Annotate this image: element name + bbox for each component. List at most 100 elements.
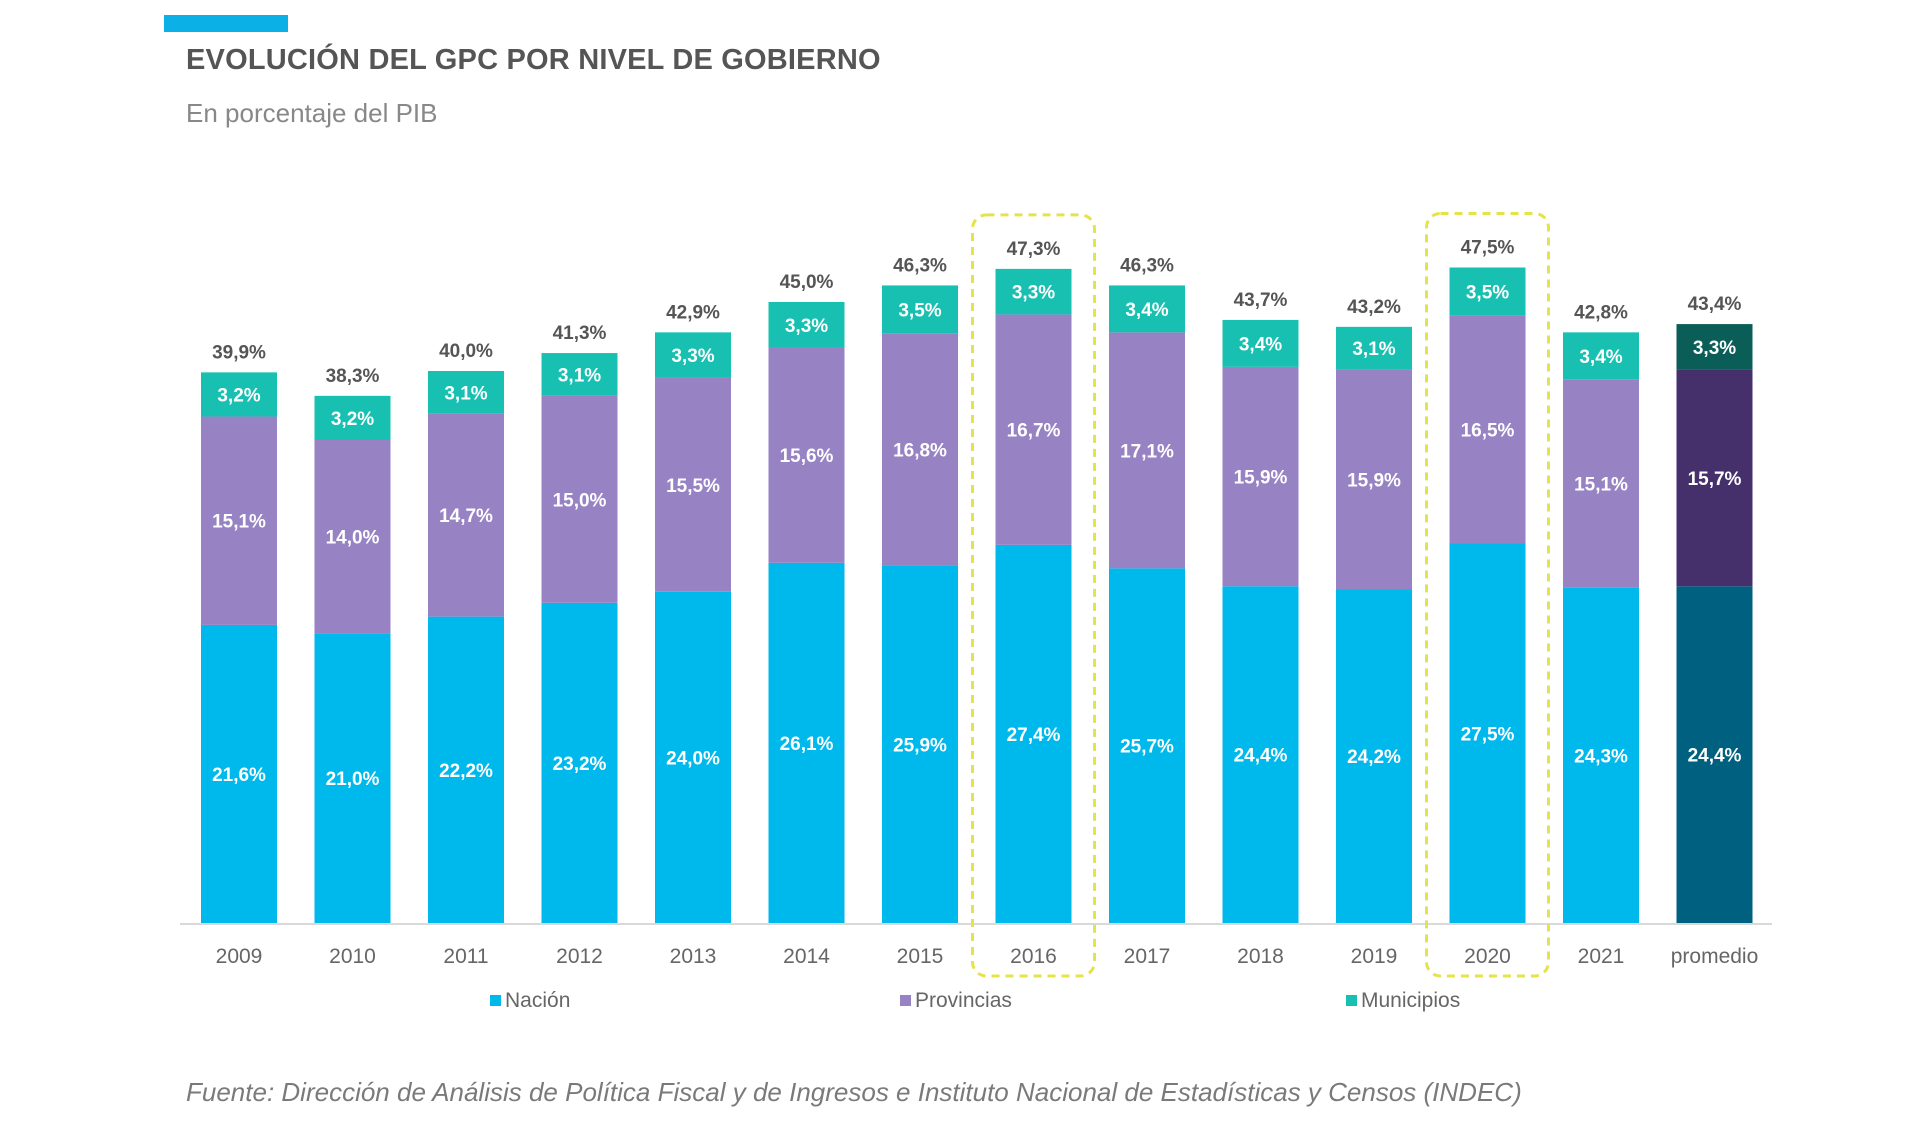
data-label-municipios-2013: 3,3% xyxy=(671,346,714,367)
data-label-municipios-2014: 3,3% xyxy=(785,316,828,337)
chart-subtitle: En porcentaje del PIB xyxy=(186,98,438,128)
bar-segment-municipios-2010 xyxy=(314,395,391,440)
data-label-provincias-2010: 14,0% xyxy=(326,528,380,549)
data-label-provincias-2013: 15,5% xyxy=(666,476,720,497)
data-label-nacion-2012: 23,2% xyxy=(553,754,607,775)
bar-segment-provincias-2010 xyxy=(314,440,391,634)
x-tick-2013: 2013 xyxy=(670,945,717,968)
bar-segment-provincias-2012 xyxy=(541,395,618,603)
bar-segment-municipios-2015 xyxy=(882,285,958,334)
bar-segment-municipios-2021 xyxy=(1563,332,1639,380)
total-label-2018: 43,7% xyxy=(1234,290,1288,311)
x-tick-2009: 2009 xyxy=(216,945,263,968)
source-note: Fuente: Dirección de Análisis de Polític… xyxy=(186,1077,1522,1107)
bar-segment-municipios-2013 xyxy=(655,332,731,378)
bar-segment-provincias-2021 xyxy=(1563,379,1639,588)
total-label-promedio: 43,4% xyxy=(1688,294,1742,315)
bar-segment-provincias-2018 xyxy=(1222,366,1299,587)
bar-segment-nacion-2021 xyxy=(1563,587,1639,923)
bar-segment-provincias-2017 xyxy=(1109,332,1185,569)
bar-segment-municipios-2020 xyxy=(1449,267,1526,316)
bar-segment-municipios-2012 xyxy=(541,353,618,396)
data-label-provincias-2009: 15,1% xyxy=(212,512,266,533)
accent-bar xyxy=(164,15,288,32)
bar-segment-provincias-2011 xyxy=(428,413,504,617)
total-label-2017: 46,3% xyxy=(1120,255,1174,276)
data-label-provincias-2014: 15,6% xyxy=(780,446,834,467)
data-label-provincias-2011: 14,7% xyxy=(439,506,493,527)
total-label-2012: 41,3% xyxy=(553,323,607,344)
total-label-2015: 46,3% xyxy=(893,255,947,276)
x-tick-2020: 2020 xyxy=(1464,945,1511,968)
total-label-2010: 38,3% xyxy=(326,366,380,387)
data-label-provincias-2019: 15,9% xyxy=(1347,470,1401,491)
bar-segment-provincias-2009 xyxy=(201,416,277,625)
total-label-2019: 43,2% xyxy=(1347,297,1401,318)
bar-segment-nacion-2014 xyxy=(768,562,845,923)
bar-segment-municipios-2017 xyxy=(1109,285,1185,333)
bar-segment-nacion-2015 xyxy=(882,565,958,923)
data-label-municipios-2009: 3,2% xyxy=(217,385,260,406)
legend-swatch-nacion xyxy=(490,995,501,1006)
bar-segment-nacion-2011 xyxy=(428,616,504,923)
data-label-nacion-promedio: 24,4% xyxy=(1688,746,1742,767)
x-tick-2017: 2017 xyxy=(1124,945,1171,968)
bar-segment-provincias-2013 xyxy=(655,377,731,592)
data-label-nacion-2018: 24,4% xyxy=(1234,746,1288,767)
bar-segment-nacion-2010 xyxy=(314,633,391,923)
bar-segment-nacion-2009 xyxy=(201,624,277,923)
bar-segment-provincias-2014 xyxy=(768,347,845,563)
data-label-provincias-2012: 15,0% xyxy=(553,490,607,511)
total-label-2014: 45,0% xyxy=(780,272,834,293)
bar-segment-nacion-2012 xyxy=(541,602,618,923)
data-label-provincias-2020: 16,5% xyxy=(1461,421,1515,442)
bar-segment-municipios-2016 xyxy=(995,268,1072,315)
x-tick-2019: 2019 xyxy=(1351,945,1398,968)
bar-segment-municipios-2014 xyxy=(768,302,845,348)
total-label-2016: 47,3% xyxy=(1007,239,1061,260)
data-label-municipios-2021: 3,4% xyxy=(1579,347,1622,368)
x-tick-2012: 2012 xyxy=(556,945,603,968)
data-label-nacion-2019: 24,2% xyxy=(1347,747,1401,768)
data-label-municipios-2018: 3,4% xyxy=(1239,334,1282,355)
data-label-nacion-2016: 27,4% xyxy=(1007,725,1061,746)
data-label-nacion-2013: 24,0% xyxy=(666,748,720,769)
data-label-municipios-2010: 3,2% xyxy=(331,409,374,430)
data-label-provincias-2016: 16,7% xyxy=(1007,421,1061,442)
data-label-nacion-2020: 27,5% xyxy=(1461,724,1515,745)
data-label-nacion-2015: 25,9% xyxy=(893,735,947,756)
legend-label-provincias: Provincias xyxy=(915,989,1012,1012)
data-label-provincias-2021: 15,1% xyxy=(1574,474,1628,495)
data-label-nacion-2017: 25,7% xyxy=(1120,737,1174,758)
x-tick-2014: 2014 xyxy=(783,945,830,968)
data-label-nacion-2009: 21,6% xyxy=(212,765,266,786)
bar-segment-nacion-2019 xyxy=(1336,589,1412,923)
data-label-provincias-2018: 15,9% xyxy=(1234,468,1288,489)
x-tick-promedio: promedio xyxy=(1671,945,1759,968)
total-label-2020: 47,5% xyxy=(1461,238,1515,259)
total-label-2021: 42,8% xyxy=(1574,302,1628,323)
bar-segment-municipios-2018 xyxy=(1222,319,1299,367)
total-label-2011: 40,0% xyxy=(439,341,493,362)
bar-segment-nacion-2016 xyxy=(995,544,1072,923)
bar-segment-municipios-2019 xyxy=(1336,326,1412,370)
bar-segment-nacion-2018 xyxy=(1222,586,1299,923)
legend-swatch-municipios xyxy=(1346,995,1357,1006)
x-tick-2011: 2011 xyxy=(443,945,488,968)
data-label-nacion-2014: 26,1% xyxy=(780,734,834,755)
total-label-2009: 39,9% xyxy=(212,342,266,363)
data-label-provincias-promedio: 15,7% xyxy=(1688,469,1742,490)
data-label-municipios-2017: 3,4% xyxy=(1125,300,1168,321)
legend-label-nacion: Nación xyxy=(505,989,570,1012)
data-label-municipios-2019: 3,1% xyxy=(1352,339,1395,360)
bar-segment-nacion-promedio xyxy=(1676,586,1753,923)
data-label-municipios-2016: 3,3% xyxy=(1012,283,1055,304)
bar-segment-municipios-2011 xyxy=(428,371,504,414)
bar-segment-municipios-2009 xyxy=(201,372,277,417)
bar-segment-provincias-2020 xyxy=(1449,315,1526,544)
legend-label-municipios: Municipios xyxy=(1361,989,1460,1012)
data-label-municipios-2015: 3,5% xyxy=(898,301,941,322)
x-tick-2010: 2010 xyxy=(329,945,376,968)
highlight-frame-2020 xyxy=(1425,212,1550,978)
